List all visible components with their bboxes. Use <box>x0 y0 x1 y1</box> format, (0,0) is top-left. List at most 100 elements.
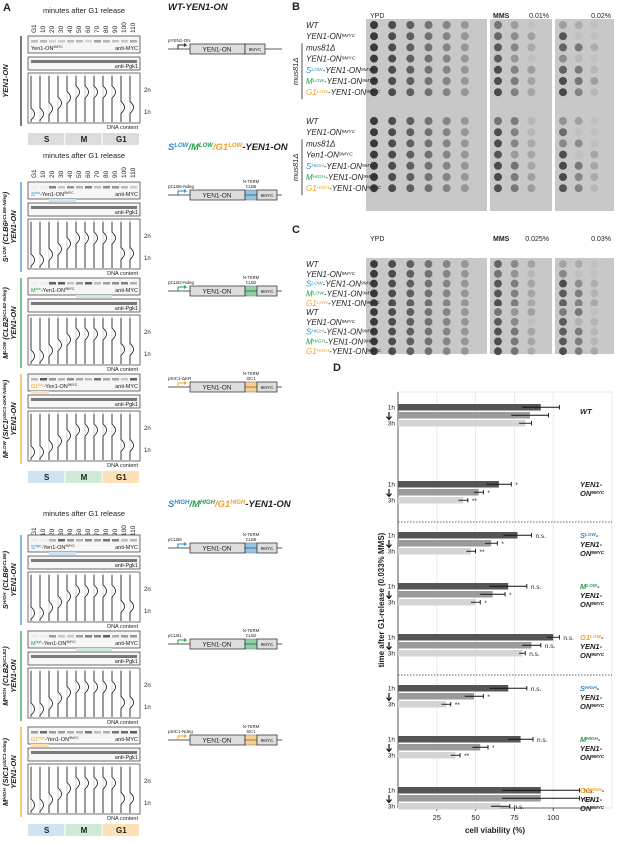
colony-spot <box>460 88 469 97</box>
text-part: YEN1-ON <box>1 64 10 98</box>
text-part: pSIC1-Ndeg <box>2 740 7 767</box>
colony-spot <box>527 279 536 288</box>
strain-label: SHIGH-YEN1-ON9MYC <box>306 328 376 337</box>
timepoint-label: 10 <box>40 25 47 33</box>
colony-spot <box>370 77 378 85</box>
time-arrow <box>386 744 392 753</box>
bar <box>398 693 475 700</box>
timepoint-label: 100 <box>121 525 128 536</box>
strain-label: WT <box>306 308 320 317</box>
facs-frame <box>27 410 141 462</box>
text-part: WT <box>580 407 593 416</box>
colony-spot <box>370 150 378 159</box>
blot-highlight <box>49 552 76 555</box>
facs-profile <box>75 222 80 268</box>
colony-spot <box>424 308 433 316</box>
facs-profile <box>66 318 71 364</box>
significance-label: n.s. <box>537 737 548 744</box>
text-part: LOW <box>2 441 7 452</box>
tag-box <box>244 542 258 554</box>
bar <box>398 685 509 692</box>
text-part: M <box>31 641 36 647</box>
y-axis-label: time after G1-release (0.033% MMS) <box>377 532 386 667</box>
text-part: ON <box>580 549 592 558</box>
text-part: S <box>306 66 312 75</box>
myc-box <box>256 285 278 297</box>
blot-band <box>58 186 65 189</box>
blot-band <box>76 539 83 542</box>
time-title: minutes after G1 release <box>43 6 125 15</box>
text-part: 9MYC <box>361 66 375 72</box>
colony-spot <box>590 289 599 298</box>
text-part: 9MYC <box>362 328 376 334</box>
blot-band <box>94 282 101 285</box>
time-label: 3h <box>388 549 396 556</box>
axis-label: DNA content <box>107 125 138 131</box>
colony-spot <box>460 43 469 52</box>
colony-spot <box>494 150 502 159</box>
significance-label: ** <box>464 753 470 760</box>
text-part: -YEN1-ON <box>329 184 367 193</box>
phase-label: G1 <box>116 826 127 835</box>
text-part: G1 <box>306 184 317 193</box>
text-part: ON <box>580 753 592 762</box>
time-label: 3h <box>388 600 396 607</box>
text-part: (CLB6 <box>1 568 10 593</box>
group-label: ON9MYC <box>580 702 605 711</box>
phase-box <box>65 133 102 145</box>
text-part: YEN1-ON <box>9 563 18 597</box>
text-part: LOW <box>228 143 243 149</box>
colony-spot <box>510 337 519 346</box>
text-part: pCLB6-Ndeg <box>2 194 7 223</box>
timepoint-label: 60 <box>85 528 92 536</box>
colony-spot <box>510 317 519 326</box>
blot-band <box>31 40 38 43</box>
strain-label: YEN1-ON9MYC <box>306 32 356 41</box>
colony-spot <box>590 32 599 41</box>
significance-label: * <box>492 745 495 752</box>
blot-band <box>94 539 101 542</box>
colony-spot <box>510 269 519 278</box>
colony-spot <box>574 260 583 268</box>
facs-profile <box>111 767 116 813</box>
colony-spot <box>424 77 433 85</box>
colony-spot <box>442 279 451 288</box>
axis-label: DNA content <box>107 463 138 469</box>
text-part: ) <box>1 550 10 554</box>
facs-profile <box>102 671 107 717</box>
bar <box>398 650 523 657</box>
colony-spot <box>590 150 599 159</box>
facs-profile <box>129 222 134 268</box>
time-label: 3h <box>388 702 396 709</box>
facs-profile <box>57 222 62 268</box>
colony-spot <box>406 269 415 278</box>
colony-spot <box>574 317 583 326</box>
text-part: WT <box>306 260 320 269</box>
colony-spot <box>460 139 469 148</box>
colony-spot <box>494 184 502 193</box>
strain-label: MHIGH-YEN1-ON9MYC <box>306 337 377 346</box>
myc-label: 9MYC <box>261 289 274 294</box>
blot-label: G1low-Yen1-ON9MYC <box>31 383 78 390</box>
bar <box>398 420 526 427</box>
strain-label: Yen1-ON9MYC <box>306 151 353 160</box>
group-label: ON9MYC <box>580 489 605 498</box>
colony-spot <box>370 269 378 278</box>
facs-profile <box>75 671 80 717</box>
colony-spot <box>460 308 469 316</box>
strain-label: G1HIGH-YEN1-ON9MYC <box>306 347 381 356</box>
facs-profile <box>66 671 71 717</box>
column-label: MMS <box>493 13 510 20</box>
text-part: M <box>306 173 313 182</box>
bar <box>398 795 541 802</box>
gene-label: YEN1-ON <box>203 642 232 649</box>
colony-spot <box>590 43 599 52</box>
colony-spot <box>590 260 599 268</box>
text-part: 9MYC <box>362 78 376 84</box>
promoter-arrow <box>177 189 188 195</box>
text-part: S <box>306 280 312 289</box>
text-part: YEN1- <box>580 591 603 600</box>
colony-spot <box>510 327 519 336</box>
colony-spot <box>590 308 599 316</box>
text-part: HIGH <box>2 687 7 699</box>
